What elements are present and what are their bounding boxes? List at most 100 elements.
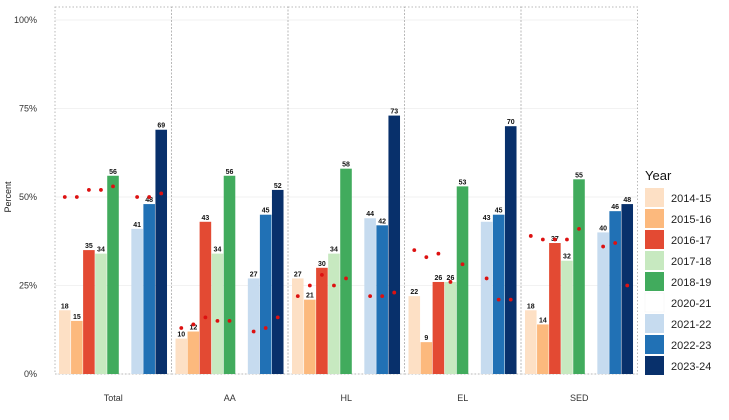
- y-tick-label: 50%: [19, 192, 37, 202]
- comparison-point: [424, 255, 429, 260]
- bar: [432, 281, 445, 374]
- x-category-label: EL: [457, 393, 468, 403]
- legend-swatch: [645, 251, 664, 270]
- bar: [420, 342, 433, 374]
- bar-data-label: 73: [390, 109, 398, 116]
- bar-data-label: 55: [575, 172, 583, 179]
- comparison-point: [215, 319, 220, 323]
- comparison-point: [436, 251, 441, 256]
- bar-data-label: 26: [434, 275, 442, 282]
- y-tick-label: 100%: [14, 15, 37, 25]
- bar: [525, 310, 537, 374]
- comparison-point: [74, 195, 79, 199]
- legend-label: 2015-16: [671, 214, 711, 226]
- bar: [59, 310, 71, 374]
- comparison-point: [191, 322, 196, 327]
- comparison-point: [147, 195, 152, 199]
- bar-data-label: 14: [539, 317, 547, 324]
- comparison-point: [528, 234, 533, 238]
- bar: [408, 296, 421, 374]
- comparison-point: [251, 329, 256, 334]
- legend-swatch: [645, 272, 664, 291]
- bar-data-label: 34: [97, 247, 105, 254]
- legend-swatch: [645, 188, 664, 207]
- bar: [175, 338, 188, 374]
- x-category-label: SED: [570, 393, 589, 403]
- bar-data-label: 56: [109, 169, 117, 176]
- comparison-point: [227, 319, 232, 323]
- bar: [480, 221, 493, 374]
- bar: [549, 243, 561, 374]
- comparison-point: [159, 191, 164, 196]
- comparison-point: [99, 188, 103, 192]
- comparison-point: [332, 283, 336, 288]
- bar: [131, 228, 143, 374]
- comparison-point: [392, 290, 397, 295]
- bar: [340, 168, 352, 374]
- bar-data-label: 18: [61, 303, 69, 310]
- bar: [561, 260, 573, 374]
- bar: [537, 324, 549, 374]
- comparison-point: [625, 283, 630, 288]
- comparison-point: [307, 283, 312, 288]
- y-tick-label: 75%: [19, 104, 37, 114]
- comparison-point: [203, 315, 208, 320]
- bar-data-label: 48: [145, 197, 153, 204]
- bar-data-label: 41: [133, 222, 141, 229]
- comparison-point: [368, 294, 373, 299]
- bar: [155, 129, 168, 374]
- bar-data-label: 56: [226, 169, 234, 176]
- bar: [292, 278, 304, 374]
- bar-data-label: 48: [623, 197, 631, 204]
- legend-swatch: [645, 230, 664, 249]
- bar-data-label: 26: [447, 275, 455, 282]
- bar: [388, 115, 401, 374]
- bar-data-label: 70: [507, 119, 515, 126]
- legend-title: Year: [645, 168, 672, 183]
- bar-data-label: 22: [410, 289, 418, 296]
- bar: [143, 204, 155, 374]
- bar: [573, 179, 585, 374]
- comparison-point: [275, 315, 280, 320]
- bar-data-label: 21: [306, 293, 314, 300]
- bar: [304, 299, 316, 374]
- comparison-point: [552, 237, 557, 242]
- bar-data-label: 42: [378, 218, 386, 225]
- legend-swatch: [645, 335, 664, 354]
- comparison-point: [319, 272, 324, 277]
- legend-label: 2014-15: [671, 193, 711, 205]
- legend-swatch: [644, 292, 665, 313]
- bar-data-label: 43: [483, 215, 491, 222]
- bar-data-label: 15: [73, 314, 81, 321]
- legend-label: 2016-17: [671, 235, 711, 247]
- comparison-point: [263, 326, 268, 330]
- legend-swatch: [645, 209, 664, 228]
- bar-data-label: 12: [189, 325, 197, 332]
- y-tick-label: 0%: [24, 369, 37, 379]
- bar: [271, 189, 284, 374]
- bar: [492, 214, 505, 374]
- bar: [223, 175, 236, 374]
- legend-swatch: [645, 356, 664, 375]
- comparison-point: [484, 276, 489, 281]
- legend-swatch: [645, 314, 664, 333]
- bar: [621, 204, 634, 374]
- comparison-point: [295, 294, 300, 299]
- comparison-point: [613, 241, 618, 245]
- bar-data-label: 46: [611, 204, 619, 211]
- bar-data-label: 44: [366, 211, 374, 218]
- bar-data-label: 53: [459, 179, 467, 186]
- bar: [504, 126, 517, 374]
- y-tick-label: 25%: [19, 281, 37, 291]
- y-axis-title: Percent: [3, 181, 13, 213]
- bar-data-label: 18: [527, 303, 535, 310]
- comparison-point: [460, 262, 465, 267]
- x-category-label: HL: [340, 393, 352, 403]
- bar: [187, 331, 200, 374]
- bar: [316, 267, 328, 374]
- legend-label: 2018-19: [671, 277, 711, 289]
- bar: [456, 186, 469, 374]
- bar: [107, 175, 119, 374]
- legend-label: 2023-24: [671, 361, 711, 373]
